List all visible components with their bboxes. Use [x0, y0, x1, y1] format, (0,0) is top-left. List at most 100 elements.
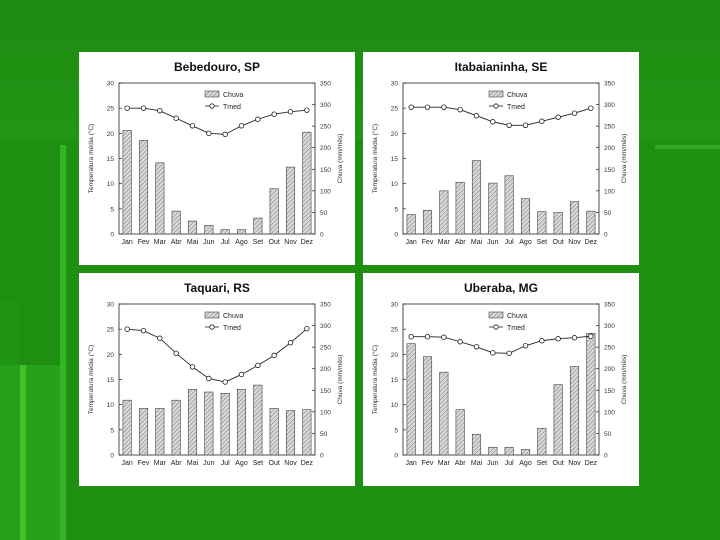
chart-panel-taquari: Taquari, RS 0 5 10 15 20 25 30 0 50 100 150 200 250 30…	[79, 273, 355, 486]
y-tick-label: 20	[107, 131, 115, 138]
legend-marker-tmed	[209, 103, 215, 109]
y-tick-label: 25	[107, 106, 115, 113]
chuva-bar	[520, 198, 531, 235]
y2-tick-label: 100	[604, 409, 615, 416]
chuva-bar	[471, 160, 482, 235]
tmed-point	[506, 122, 512, 128]
y2-tick-label: 250	[320, 345, 331, 352]
background-stripe	[0, 365, 60, 540]
chart-title: Taquari, RS	[184, 281, 250, 295]
legend-swatch-chuva	[488, 311, 504, 319]
x-tick-label: Jul	[221, 239, 230, 246]
x-tick-label: Nov	[284, 239, 297, 246]
y2-tick-label: 200	[604, 366, 615, 373]
chuva-bar	[504, 175, 514, 235]
chuva-bar	[155, 162, 165, 235]
y-tick-label: 5	[394, 206, 398, 213]
y-tick-label: 10	[391, 181, 399, 188]
x-tick-label: Fev	[422, 239, 434, 246]
y2-tick-label: 150	[320, 167, 331, 174]
y2-tick-label: 300	[320, 323, 331, 330]
chuva-bar	[422, 356, 433, 456]
y-tick-label: 10	[107, 181, 115, 188]
x-tick-label: Abr	[455, 460, 467, 467]
x-tick-label: Mar	[438, 460, 451, 467]
y-tick-label: 10	[391, 402, 399, 409]
x-tick-label: Nov	[568, 460, 581, 467]
tmed-point	[173, 115, 179, 121]
tmed-point	[555, 336, 561, 342]
tmed-point	[588, 333, 594, 339]
y2-tick-label: 200	[320, 366, 331, 373]
y2-tick-label: 250	[320, 124, 331, 131]
y-axis-label: Temperatura média (°C)	[371, 124, 379, 193]
tmed-point	[555, 114, 561, 120]
chuva-bar	[471, 433, 482, 456]
tmed-line	[411, 335, 591, 354]
tmed-line	[411, 106, 591, 126]
x-tick-label: Mai	[187, 239, 199, 246]
y-tick-label: 30	[391, 81, 399, 88]
chuva-bar	[439, 371, 449, 456]
tmed-point	[255, 116, 261, 122]
x-tick-label: Jan	[406, 239, 417, 246]
chart-svg: Taquari, RS05101520253005010015020025030…	[87, 281, 344, 467]
y-tick-label: 15	[391, 156, 399, 163]
tmed-point	[441, 104, 447, 110]
y2-tick-label: 350	[320, 302, 331, 309]
tmed-point	[408, 104, 414, 110]
chuva-bar	[220, 229, 230, 235]
tmed-point	[238, 371, 245, 378]
chart-svg: Uberaba, MG05101520253005010015020025030…	[371, 281, 628, 467]
chuva-bar	[586, 210, 596, 235]
y-tick-label: 5	[110, 206, 114, 213]
x-tick-label: Fev	[422, 460, 434, 467]
chuva-bar	[269, 188, 279, 235]
x-tick-label: Dez	[585, 460, 598, 467]
x-tick-label: Dez	[301, 460, 314, 467]
tmed-point	[457, 106, 463, 113]
y2-tick-label: 50	[320, 431, 328, 438]
x-tick-label: Mar	[438, 239, 451, 246]
tmed-point	[222, 379, 228, 385]
x-tick-label: Out	[269, 239, 280, 246]
x-tick-label: Abr	[171, 239, 183, 246]
y2-tick-label: 150	[604, 388, 615, 395]
y2-tick-label: 300	[604, 323, 615, 330]
x-tick-label: Nov	[284, 460, 297, 467]
chuva-bar	[253, 384, 263, 456]
tmed-point	[140, 105, 147, 111]
chart-panel-bebedouro: Bebedouro, SP 0 5 10 15 20 25 30 0 50 100 150 200 250…	[79, 52, 355, 265]
chuva-bar	[422, 209, 433, 235]
chart-panel-itabaianinha: Itabaianinha, SE 0 5 10 15 20 25 30 0 50 100 150 200…	[363, 52, 639, 265]
tmed-line	[127, 107, 307, 135]
legend-swatch-chuva	[204, 90, 220, 98]
chuva-bar	[439, 190, 449, 235]
y-tick-label: 25	[107, 327, 115, 334]
tmed-point	[539, 338, 545, 344]
chart-svg: Itabaianinha, SE051015202530050100150200…	[371, 60, 628, 246]
y2-axis-label: Chuva (mm/mês)	[337, 134, 344, 184]
y2-tick-label: 300	[320, 102, 331, 109]
x-tick-label: Out	[553, 239, 564, 246]
chuva-bar	[302, 409, 312, 456]
tmed-point	[238, 123, 245, 129]
y-tick-label: 5	[394, 427, 398, 434]
y2-tick-label: 100	[604, 188, 615, 195]
chuva-bar	[204, 391, 214, 456]
y-tick-label: 20	[107, 352, 115, 359]
x-tick-label: Abr	[455, 239, 467, 246]
y2-tick-label: 0	[604, 453, 608, 460]
y-axis-label: Temperatura média (°C)	[87, 345, 95, 414]
y2-axis-label: Chuva (mm/mês)	[621, 355, 628, 405]
y-tick-label: 15	[107, 156, 115, 163]
chuva-bar	[187, 389, 198, 456]
tmed-point	[157, 107, 163, 114]
legend-label-tmed: Tmed	[223, 104, 241, 111]
chuva-bar	[155, 408, 165, 456]
tmed-point	[506, 350, 512, 357]
tmed-point	[222, 131, 228, 138]
y-tick-label: 15	[391, 377, 399, 384]
tmed-point	[441, 334, 447, 340]
background-stripe	[655, 145, 720, 149]
